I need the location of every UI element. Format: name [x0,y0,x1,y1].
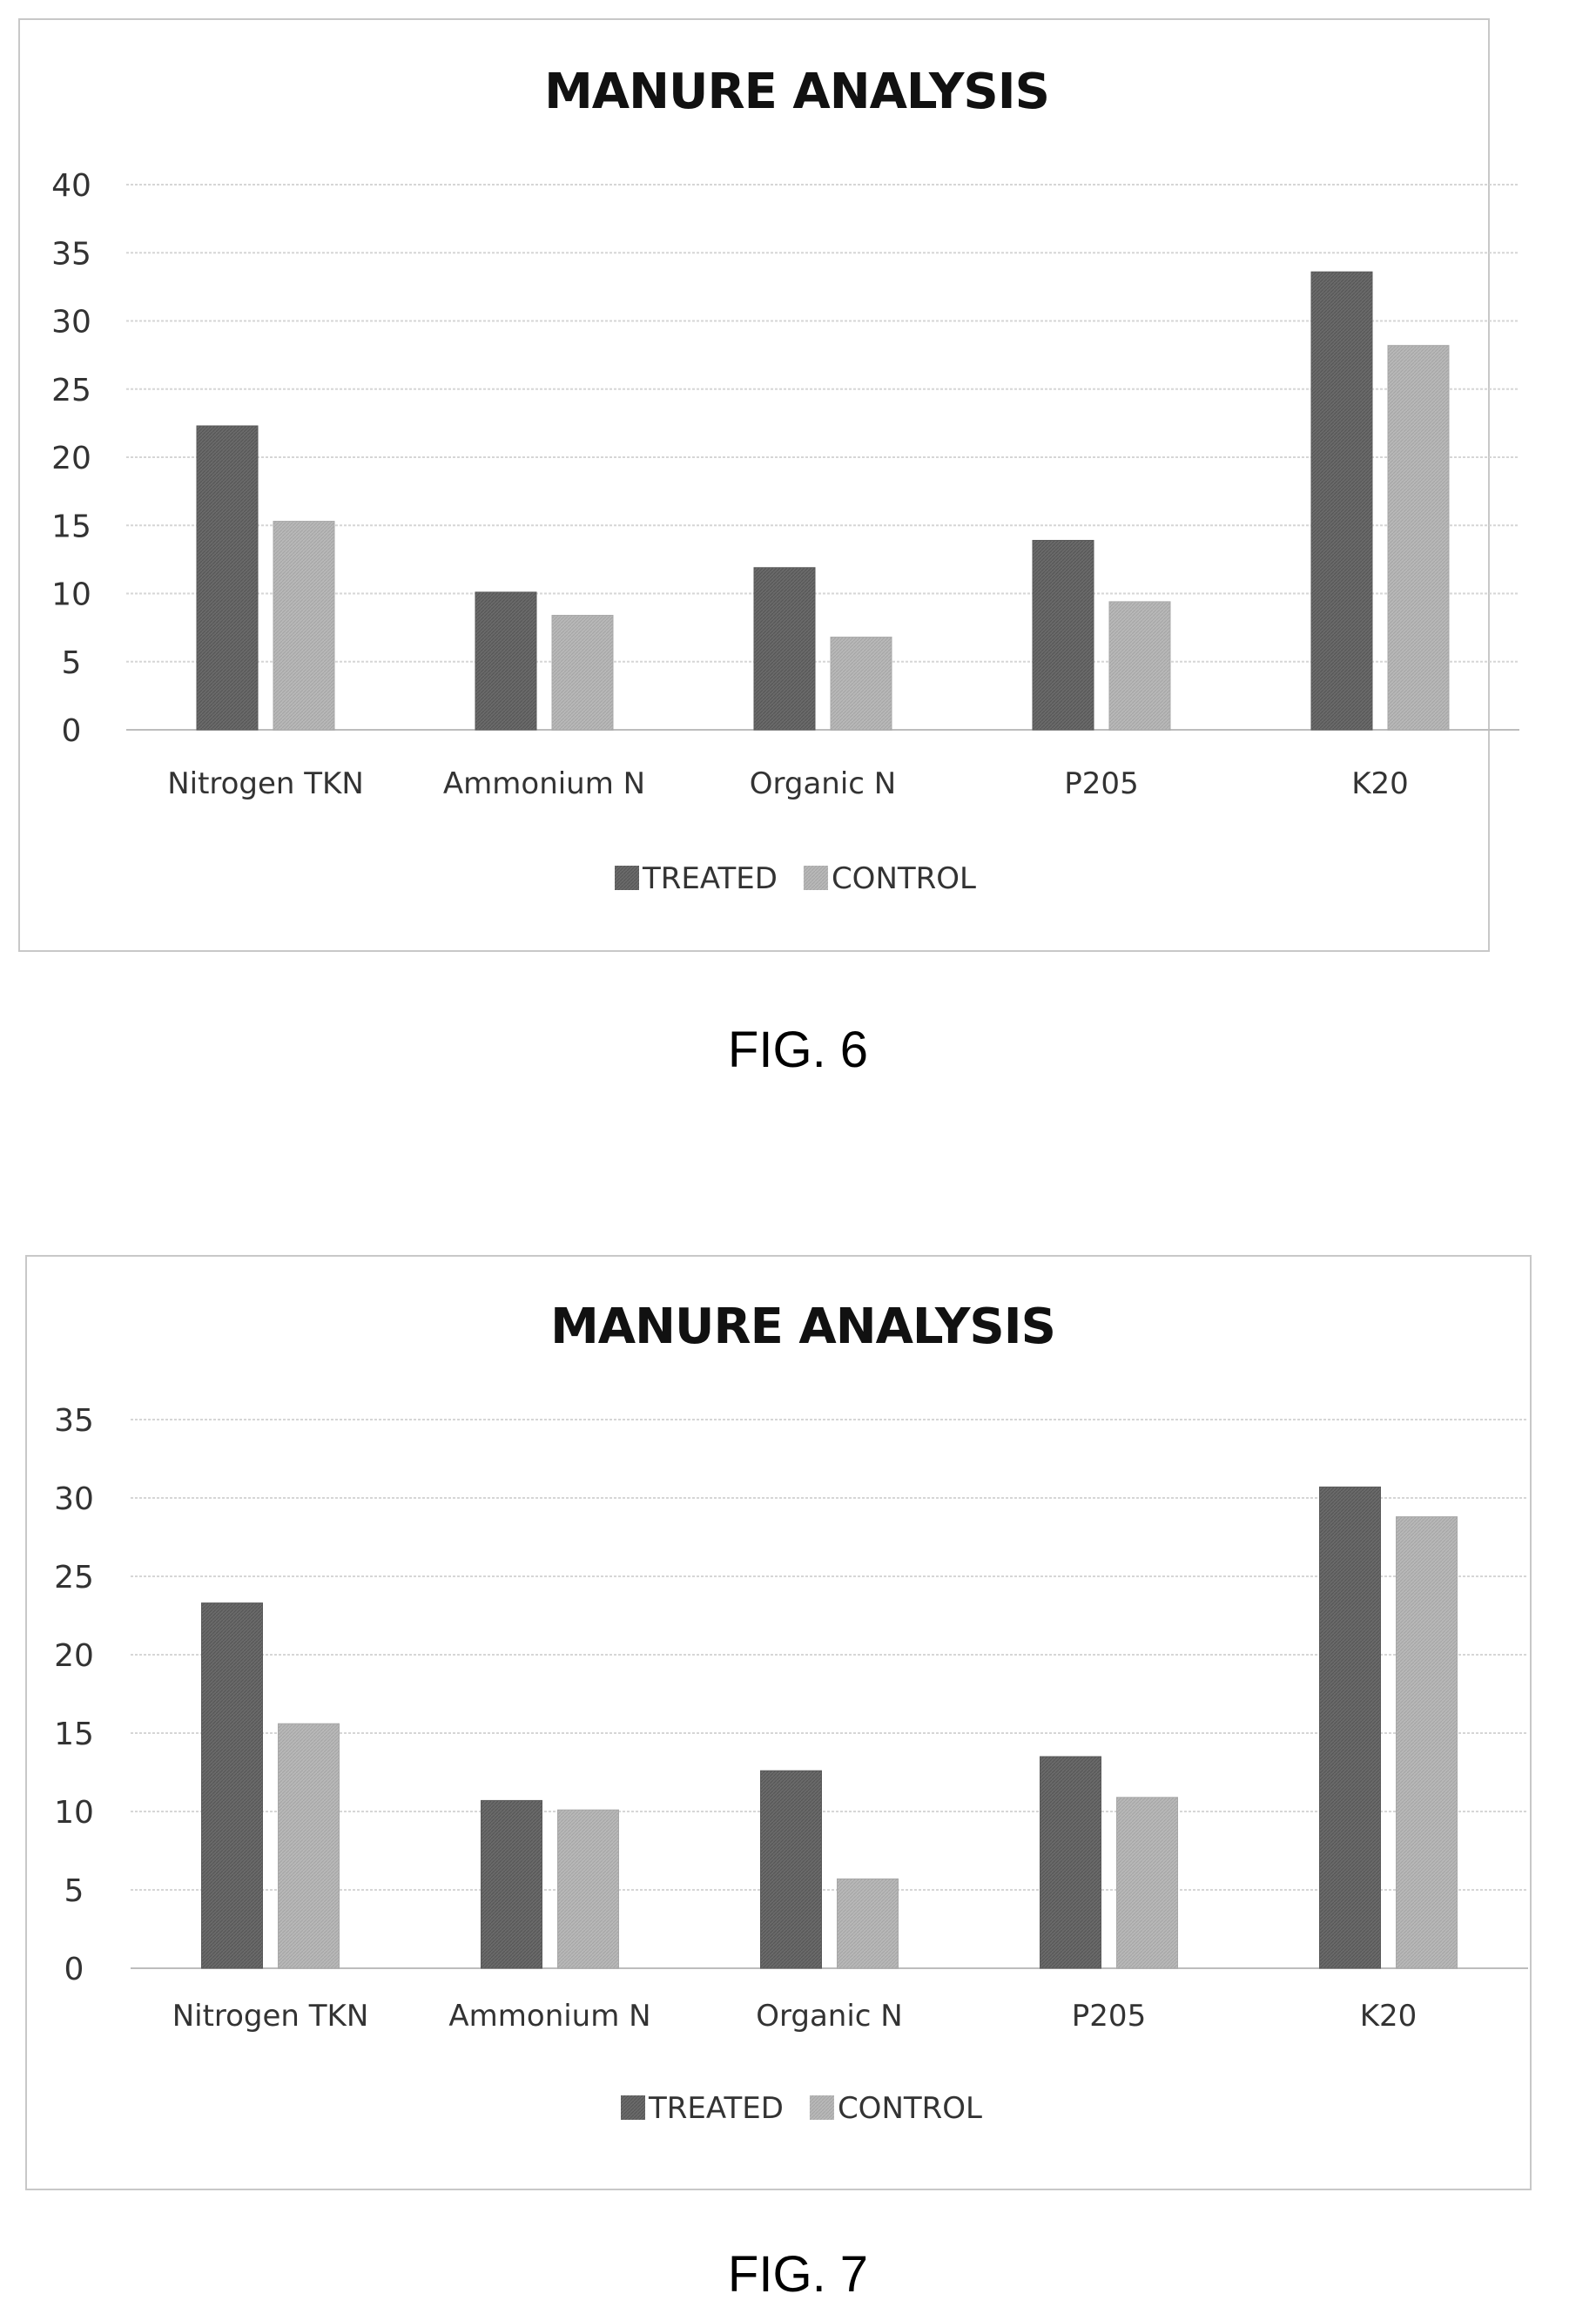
bar-treated-4 [1319,1486,1381,1969]
y-tick-label: 10 [51,577,91,613]
x-category-label: K20 [1351,766,1409,801]
bar-treated-3 [1040,1756,1101,1969]
figure-caption-7: FIG. 7 [727,2246,869,2303]
y-tick-label: 0 [62,713,82,749]
y-tick-label: 15 [54,1717,94,1752]
chart-title: MANURE ANALYSIS [544,64,1049,120]
bar-control-0 [278,1723,340,1969]
y-tick-label: 0 [64,1952,84,1987]
chart-title: MANURE ANALYSIS [550,1299,1055,1355]
x-category-label: Nitrogen TKN [167,766,364,801]
y-tick-label: 20 [54,1638,94,1674]
y-tick-label: 30 [51,305,91,341]
x-category-label: Organic N [750,766,897,801]
bar-control-0 [273,521,335,731]
bar-treated-0 [201,1602,263,1969]
y-tick-label: 25 [54,1560,94,1596]
chart-fig-6: MANURE ANALYSIS 0 5 10 15 20 25 30 35 40 Nitrogen … [18,18,1519,952]
y-tick-label: 5 [64,1873,84,1909]
bar-control-1 [551,615,614,731]
x-category-label: P205 [1072,1999,1146,2034]
y-tick-label: 35 [51,236,91,272]
legend-swatch-control [803,866,828,890]
x-category-label: P205 [1064,766,1138,801]
chart-fig-7: MANURE ANALYSIS 0 5 10 15 20 25 30 35 Nitrogen TK… [25,1255,1532,2190]
y-tick-label: 10 [54,1795,94,1831]
bar-control-2 [830,637,892,731]
y-tick-label: 5 [62,645,82,681]
bar-treated-0 [196,425,259,731]
x-category-label: K20 [1360,1999,1418,2034]
x-category-label: Organic N [756,1999,903,2034]
bar-treated-2 [753,567,816,731]
bar-treated-3 [1032,539,1094,731]
x-category-label: Ammonium N [448,1999,650,2034]
y-tick-label: 35 [54,1403,94,1439]
bar-treated-1 [475,591,537,731]
legend-label-treated: TREATED [642,861,778,896]
bar-treated-1 [481,1799,542,1969]
legend-swatch-control [809,2095,834,2120]
y-tick-label: 30 [54,1481,94,1517]
bar-treated-2 [760,1770,822,1969]
x-category-label: Ammonium N [443,766,645,801]
figure-caption-6: FIG. 6 [727,1022,869,1078]
legend-label-control: CONTROL [832,861,976,896]
bar-treated-4 [1310,271,1373,731]
legend-swatch-treated [621,2095,645,2120]
y-tick-label: 15 [51,509,91,544]
chart-frame [25,1255,1532,2190]
legend-label-treated: TREATED [648,2091,784,2126]
bar-control-2 [837,1878,899,1969]
bar-control-4 [1396,1516,1458,1969]
legend-label-control: CONTROL [838,2091,982,2126]
chart-frame [18,18,1490,952]
x-category-label: Nitrogen TKN [172,1999,369,2034]
legend-swatch-treated [615,866,639,890]
bar-control-3 [1116,1797,1178,1969]
y-tick-label: 20 [51,441,91,476]
bar-control-1 [557,1809,619,1969]
bar-control-3 [1108,601,1171,731]
y-tick-label: 40 [51,168,91,204]
y-tick-label: 25 [51,373,91,408]
bar-control-4 [1387,345,1450,731]
